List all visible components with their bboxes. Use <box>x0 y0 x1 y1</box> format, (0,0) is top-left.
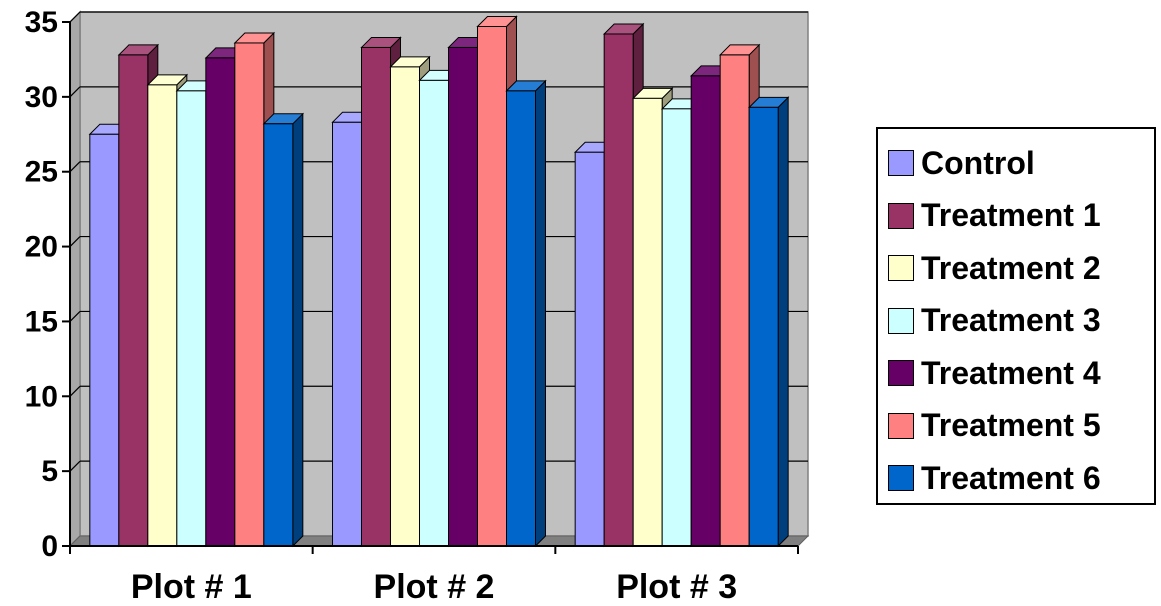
legend-label: Treatment 2 <box>921 249 1101 286</box>
legend-item: Treatment 1 <box>888 196 1101 236</box>
bar-front <box>748 106 779 547</box>
x-tick-labels: Plot # 1 Plot # 2 Plot # 3 <box>131 568 737 606</box>
legend-swatch <box>888 465 914 491</box>
bar-front <box>332 121 362 547</box>
legend-label: Treatment 4 <box>921 354 1101 391</box>
legend-item: Treatment 3 <box>888 301 1101 341</box>
legend-label: Treatment 6 <box>921 459 1101 496</box>
legend-swatch <box>888 412 914 439</box>
legend-swatch <box>888 255 914 281</box>
bar-front <box>419 79 449 547</box>
y-tick-label: 5 <box>41 455 58 488</box>
gridline-side <box>69 311 81 322</box>
bar-front <box>632 97 663 547</box>
bar-front <box>147 84 178 547</box>
legend-item: Control <box>888 143 1035 183</box>
bar-front <box>390 66 420 547</box>
y-tick-labels: 0 5 10 15 20 25 30 35 <box>25 6 58 563</box>
bar-front <box>205 57 236 547</box>
legend-item: Treatment 2 <box>888 248 1101 288</box>
bar-front <box>234 42 265 547</box>
legend-label: Treatment 1 <box>921 197 1101 233</box>
y-tick-label: 25 <box>25 156 58 189</box>
legend-swatch <box>888 360 914 386</box>
gridline-side <box>69 460 81 472</box>
legend-item: Treatment 6 <box>888 458 1101 498</box>
category-label: Plot # 3 <box>616 568 737 606</box>
y-tick-label: 35 <box>25 6 58 39</box>
gridline-side <box>69 161 81 173</box>
bar-front <box>118 54 149 547</box>
legend-label: Control <box>921 144 1035 181</box>
bar-front <box>603 33 634 547</box>
bar-side <box>535 79 546 548</box>
bar-front <box>477 25 507 547</box>
gridline-side <box>69 385 81 397</box>
bar-front <box>263 123 294 547</box>
legend: Control Treatment 1 Treatment 2 Treatment 3… <box>876 127 1156 505</box>
y-tick-label: 20 <box>25 231 58 264</box>
bar-front <box>690 75 721 547</box>
y-tick-label: 10 <box>25 380 58 413</box>
bar-front <box>661 108 692 547</box>
legend-label: Treatment 3 <box>921 302 1101 338</box>
legend-label: Treatment 5 <box>921 407 1101 443</box>
gridline-side <box>69 236 81 247</box>
legend-swatch <box>888 202 914 229</box>
bar-front <box>89 133 120 547</box>
legend-swatch <box>888 150 914 176</box>
y-tick-label: 30 <box>25 81 58 114</box>
bar-side <box>777 96 789 548</box>
legend-swatch <box>888 307 914 334</box>
bar-side <box>292 112 304 548</box>
bar <box>747 96 790 548</box>
bar <box>262 112 305 548</box>
y-tick-label: 15 <box>25 305 58 338</box>
bar-front <box>176 90 207 547</box>
category-label: Plot # 1 <box>131 568 252 606</box>
bar-front <box>574 151 605 547</box>
gridline-side <box>69 11 81 23</box>
axes <box>62 21 799 554</box>
bar-front <box>361 46 391 547</box>
legend-item: Treatment 4 <box>888 353 1101 393</box>
category-label: Plot # 2 <box>374 568 495 606</box>
y-tick-label: 0 <box>41 530 58 563</box>
gridline-side <box>69 86 81 98</box>
bar <box>505 79 547 548</box>
legend-item: Treatment 5 <box>888 406 1101 446</box>
bar-front <box>448 46 478 547</box>
bar-front <box>719 54 750 547</box>
bar-front <box>506 90 536 547</box>
